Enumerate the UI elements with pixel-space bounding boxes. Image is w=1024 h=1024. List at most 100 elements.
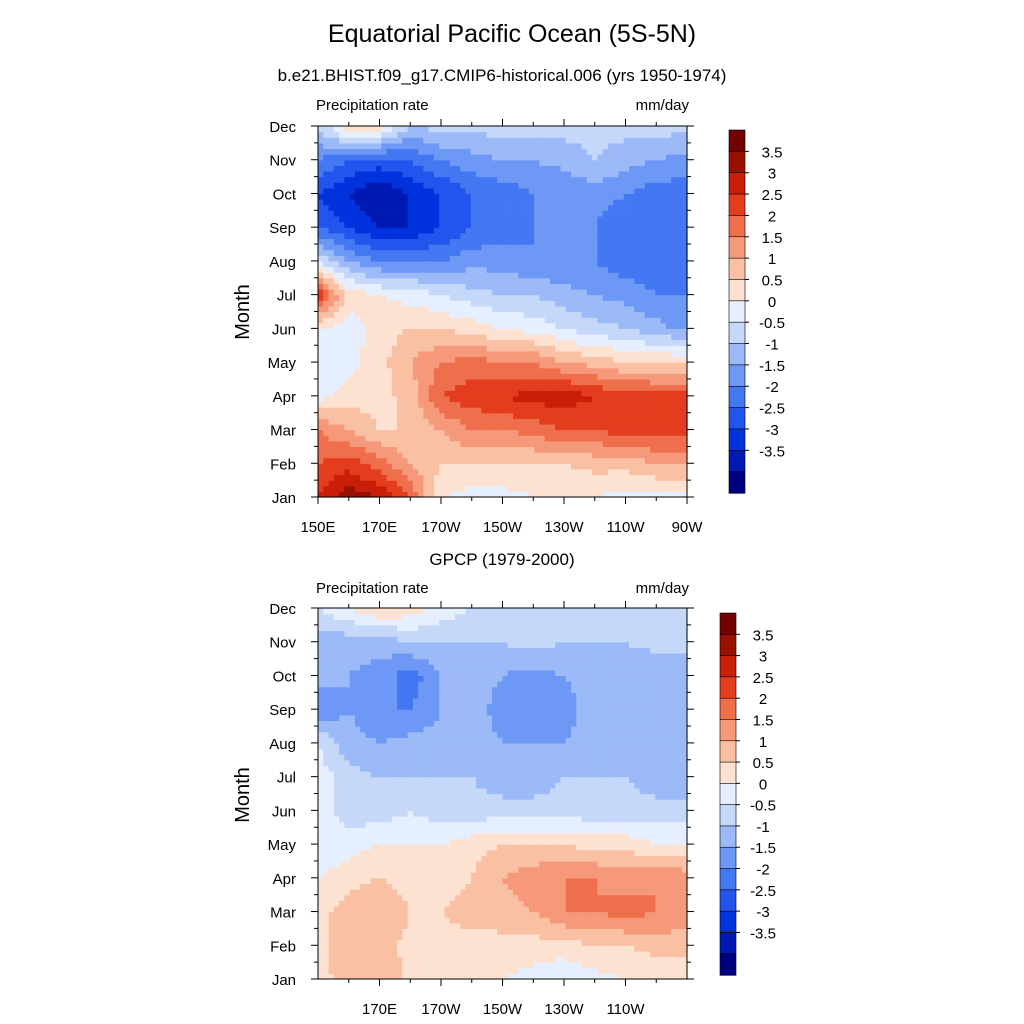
contour-cell: [581, 249, 588, 256]
contour-cell: [455, 159, 461, 166]
contour-cell: [513, 440, 519, 448]
contour-cell: [660, 204, 667, 211]
y-tick-label: Jul: [277, 288, 296, 305]
contour-cell: [586, 480, 593, 487]
contour-cell: [518, 294, 525, 301]
contour-cell: [365, 221, 372, 228]
contour-cell: [634, 362, 641, 369]
contour-cell: [644, 474, 651, 481]
contour-cell: [491, 967, 498, 974]
contour-cell: [444, 227, 451, 234]
contour-cell: [486, 350, 493, 358]
contour-cell: [560, 491, 567, 498]
contour-cell: [328, 199, 335, 206]
contour-cell: [586, 962, 593, 969]
contour-cell: [665, 249, 672, 256]
contour-cell: [455, 215, 461, 223]
contour-cell: [549, 328, 556, 335]
contour-cell: [402, 277, 409, 284]
contour-cell: [423, 210, 430, 217]
contour-cell: [623, 170, 630, 178]
contour-cell: [681, 142, 688, 150]
contour-cell: [354, 973, 361, 980]
contour-cell: [665, 390, 672, 397]
contour-cell: [660, 362, 667, 369]
contour-cell: [491, 154, 498, 161]
contour-cell: [544, 131, 551, 138]
contour-cell: [507, 373, 514, 380]
contour-cell: [592, 137, 598, 144]
contour-cell: [665, 367, 672, 374]
contour-cell: [665, 311, 672, 318]
contour-cell: [497, 317, 504, 324]
contour-cell: [360, 232, 367, 240]
contour-cell: [639, 277, 646, 284]
contour-cell: [518, 356, 525, 363]
contour-cell: [328, 215, 335, 223]
contour-cell: [586, 463, 593, 470]
contour-cell: [502, 300, 509, 307]
contour-cell: [565, 962, 572, 969]
contour-cell: [386, 148, 393, 155]
contour-cell: [571, 480, 577, 487]
contour-cell: [623, 249, 630, 256]
contour-cell: [418, 440, 425, 448]
contour-cell: [491, 468, 498, 476]
contour-cell: [618, 215, 625, 223]
contour-cell: [607, 339, 614, 346]
contour-cell: [592, 266, 598, 273]
contour-cell: [513, 131, 519, 138]
contour-cell: [528, 204, 535, 211]
contour-cell: [534, 311, 540, 318]
contour-cell: [407, 356, 414, 363]
contour-cell: [571, 339, 577, 346]
contour-cell: [565, 367, 572, 374]
contour-cell: [571, 221, 577, 228]
contour-cell: [397, 137, 403, 144]
contour-cell: [354, 485, 361, 492]
contour-cell: [539, 137, 546, 144]
contour-cell: [455, 491, 461, 498]
contour-cell: [586, 407, 593, 414]
contour-cell: [534, 491, 540, 498]
contour-cell: [597, 272, 604, 279]
contour-cell: [333, 204, 340, 211]
contour-cell: [502, 193, 509, 200]
contour-cell: [565, 126, 572, 133]
contour-cell: [323, 423, 330, 431]
contour-cell: [375, 317, 382, 324]
contour-cell: [428, 491, 435, 498]
contour-cell: [402, 973, 409, 980]
contour-cell: [375, 973, 382, 980]
contour-cell: [418, 277, 425, 284]
contour-cell: [418, 215, 425, 223]
contour-cell: [386, 435, 393, 442]
contour-cell: [544, 204, 551, 211]
contour-cell: [534, 305, 540, 313]
contour-cell: [555, 973, 562, 980]
contour-cell: [607, 384, 614, 391]
contour-cell: [360, 148, 367, 155]
contour-cell: [470, 176, 477, 183]
contour-cell: [607, 463, 614, 470]
contour-cell: [639, 221, 646, 228]
contour-cell: [623, 491, 630, 498]
contour-cell: [439, 199, 446, 206]
contour-cell: [365, 176, 372, 183]
contour-cell: [391, 390, 398, 397]
contour-cell: [465, 423, 472, 431]
contour-cell: [592, 289, 598, 296]
contour-cell: [650, 227, 656, 234]
contour-cell: [571, 289, 577, 296]
contour-cell: [518, 412, 525, 419]
contour-cell: [460, 142, 467, 150]
contour-cell: [402, 350, 409, 358]
contour-cell: [333, 227, 340, 234]
contour-cell: [602, 244, 609, 251]
contour-cell: [344, 390, 351, 397]
contour-cell: [592, 350, 598, 358]
contour-cell: [412, 210, 419, 217]
contour-cell: [518, 339, 525, 346]
contour-cell: [486, 418, 493, 425]
contour-cell: [602, 137, 609, 144]
